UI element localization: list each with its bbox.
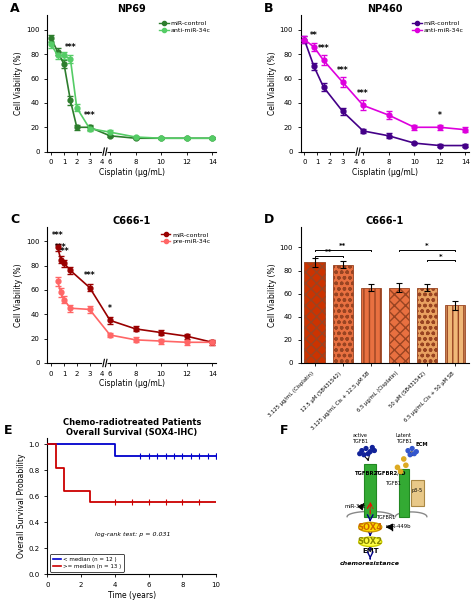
Text: **: ** <box>339 243 346 249</box>
Bar <box>389 288 409 363</box>
Bar <box>417 288 437 363</box>
X-axis label: Cisplatin (μg/mL): Cisplatin (μg/mL) <box>352 168 418 177</box>
Y-axis label: Cell Viability (%): Cell Viability (%) <box>15 263 24 327</box>
Legend: miR-control, pre-miR-34c: miR-control, pre-miR-34c <box>158 230 213 247</box>
Title: C666-1: C666-1 <box>113 216 151 226</box>
Legend: miR-control, anti-miR-34c: miR-control, anti-miR-34c <box>410 18 466 35</box>
Circle shape <box>414 450 418 453</box>
Text: *: * <box>439 254 443 260</box>
Text: D: D <box>264 213 273 226</box>
Text: *: * <box>438 111 442 120</box>
Title: NP460: NP460 <box>367 4 402 15</box>
Text: log-rank test: p = 0.031: log-rank test: p = 0.031 <box>95 532 170 537</box>
Text: TGFBR2/ID: TGFBR2/ID <box>374 470 406 476</box>
Text: F: F <box>280 425 289 437</box>
X-axis label: Cisplatin (μg/mL): Cisplatin (μg/mL) <box>99 379 165 389</box>
Circle shape <box>408 453 412 456</box>
Circle shape <box>401 457 406 461</box>
Text: B: B <box>264 2 273 15</box>
Text: C: C <box>10 213 19 226</box>
Bar <box>399 469 409 517</box>
Ellipse shape <box>359 522 382 532</box>
Text: miR-34c: miR-34c <box>345 504 366 509</box>
Text: active
TGFB1: active TGFB1 <box>352 433 368 444</box>
Circle shape <box>399 469 403 474</box>
Text: ***: *** <box>55 243 67 252</box>
Legend: miR-control, anti-miR-34c: miR-control, anti-miR-34c <box>157 18 213 35</box>
Bar <box>361 288 381 363</box>
Bar <box>445 306 465 363</box>
Text: **: ** <box>325 249 332 255</box>
Legend: < median (n = 12 ), >= median (n = 13 ): < median (n = 12 ), >= median (n = 13 ) <box>50 554 124 571</box>
Title: Chemo-radiotreated Patients
Overall Survival (SOX4-IHC): Chemo-radiotreated Patients Overall Surv… <box>63 418 201 437</box>
Text: E: E <box>3 425 12 437</box>
Text: ***: *** <box>64 43 76 52</box>
Text: SOX2: SOX2 <box>358 537 383 546</box>
Text: ***: *** <box>84 271 95 280</box>
Circle shape <box>368 450 372 453</box>
Text: A: A <box>10 2 20 15</box>
Circle shape <box>364 447 368 450</box>
Ellipse shape <box>359 537 382 547</box>
Circle shape <box>360 448 364 453</box>
Bar <box>411 480 424 506</box>
Circle shape <box>412 452 416 456</box>
Circle shape <box>358 452 362 456</box>
Text: TGFB1: TGFB1 <box>385 481 401 486</box>
Circle shape <box>395 465 400 469</box>
Y-axis label: Cell Viability (%): Cell Viability (%) <box>268 263 277 327</box>
Text: p3-5: p3-5 <box>412 488 423 493</box>
Circle shape <box>370 445 374 449</box>
Text: **: ** <box>310 31 318 40</box>
Text: SOX4: SOX4 <box>358 522 383 532</box>
Text: ***: *** <box>52 231 64 240</box>
Circle shape <box>366 452 370 456</box>
Y-axis label: Overall Survival Probability: Overall Survival Probability <box>17 454 26 558</box>
X-axis label: Cisplatin (μg/mL): Cisplatin (μg/mL) <box>99 168 165 177</box>
Text: ***: *** <box>84 111 95 120</box>
Text: Latent
TGFB1: Latent TGFB1 <box>396 433 412 444</box>
Y-axis label: Cell Viability (%): Cell Viability (%) <box>268 52 277 115</box>
Circle shape <box>362 453 366 456</box>
Bar <box>333 265 353 363</box>
Title: C666-1: C666-1 <box>366 216 404 226</box>
X-axis label: Time (years): Time (years) <box>108 591 156 600</box>
Text: miR-449b: miR-449b <box>386 524 411 529</box>
Circle shape <box>404 463 408 467</box>
Circle shape <box>373 448 376 453</box>
Text: *: * <box>425 243 429 249</box>
Text: ECM: ECM <box>415 442 428 447</box>
Text: ***: *** <box>357 89 369 98</box>
Text: EMT: EMT <box>362 548 379 554</box>
Circle shape <box>406 448 410 453</box>
Bar <box>304 263 325 363</box>
Title: NP69: NP69 <box>118 4 146 15</box>
Circle shape <box>410 447 414 450</box>
Bar <box>364 464 376 517</box>
Text: ***: *** <box>318 44 329 53</box>
Text: ***: *** <box>337 66 348 75</box>
Text: TGFBR1: TGFBR1 <box>376 514 396 520</box>
Text: chemoresistance: chemoresistance <box>340 561 400 566</box>
Y-axis label: Cell Viability (%): Cell Viability (%) <box>15 52 24 115</box>
Text: *: * <box>108 304 112 313</box>
Text: TGFBR2: TGFBR2 <box>355 470 378 476</box>
Text: ***: *** <box>58 247 70 256</box>
